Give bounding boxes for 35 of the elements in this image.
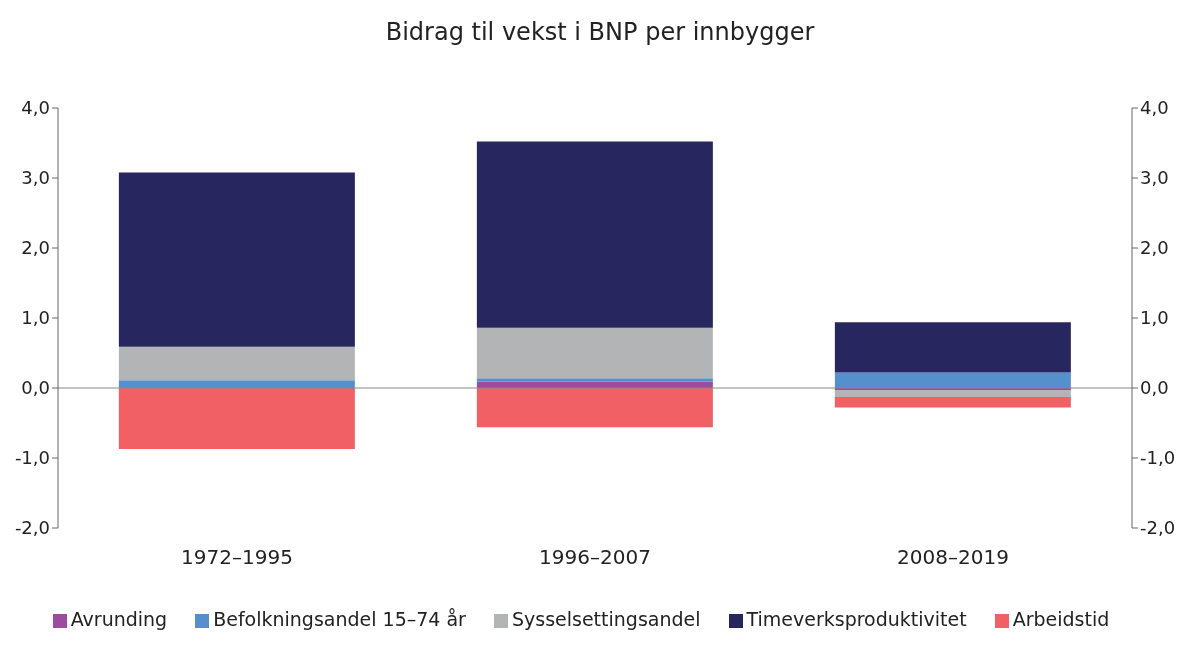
x-tick-label: 1972–1995 <box>181 545 293 570</box>
legend-label: Befolkningsandel 15–74 år <box>213 608 466 630</box>
y-tick-label: -1,0 <box>14 447 50 469</box>
y2-tick-label: 3,0 <box>1140 167 1169 189</box>
x-tick-label: 1996–2007 <box>539 545 651 570</box>
y-tick-label: 0,0 <box>21 377 50 399</box>
y2-tick-label: 4,0 <box>1140 97 1169 119</box>
y-tick-label: 1,0 <box>21 307 50 329</box>
bar <box>118 172 355 347</box>
y-tick-label: 2,0 <box>21 237 50 259</box>
legend-label: Avrunding <box>70 608 168 630</box>
bar <box>476 388 713 428</box>
legend-label: Timeverksproduktivitet <box>746 608 967 630</box>
bar <box>834 372 1071 388</box>
y-tick-label: 4,0 <box>21 97 50 119</box>
bar <box>476 141 713 328</box>
y2-tick-label: -1,0 <box>1140 447 1176 469</box>
bar <box>834 390 1071 398</box>
y2-tick-label: 1,0 <box>1140 307 1169 329</box>
y-tick-label: 3,0 <box>21 167 50 189</box>
bar <box>118 380 355 388</box>
x-tick-label: 2008–2019 <box>897 545 1009 570</box>
y2-tick-label: -2,0 <box>1140 517 1176 539</box>
legend-label: Sysselsettingsandel <box>511 608 701 630</box>
chart-title: Bidrag til vekst i BNP per innbygger <box>384 17 816 48</box>
legend-label: Arbeidstid <box>1012 608 1110 630</box>
bar <box>834 397 1071 408</box>
bar <box>118 388 355 449</box>
bar <box>476 327 713 379</box>
bar <box>834 322 1071 373</box>
y2-tick-label: 0,0 <box>1140 377 1169 399</box>
y2-tick-label: 2,0 <box>1140 237 1169 259</box>
y-tick-label: -2,0 <box>14 517 50 539</box>
bar <box>118 346 355 381</box>
bar <box>476 378 713 382</box>
